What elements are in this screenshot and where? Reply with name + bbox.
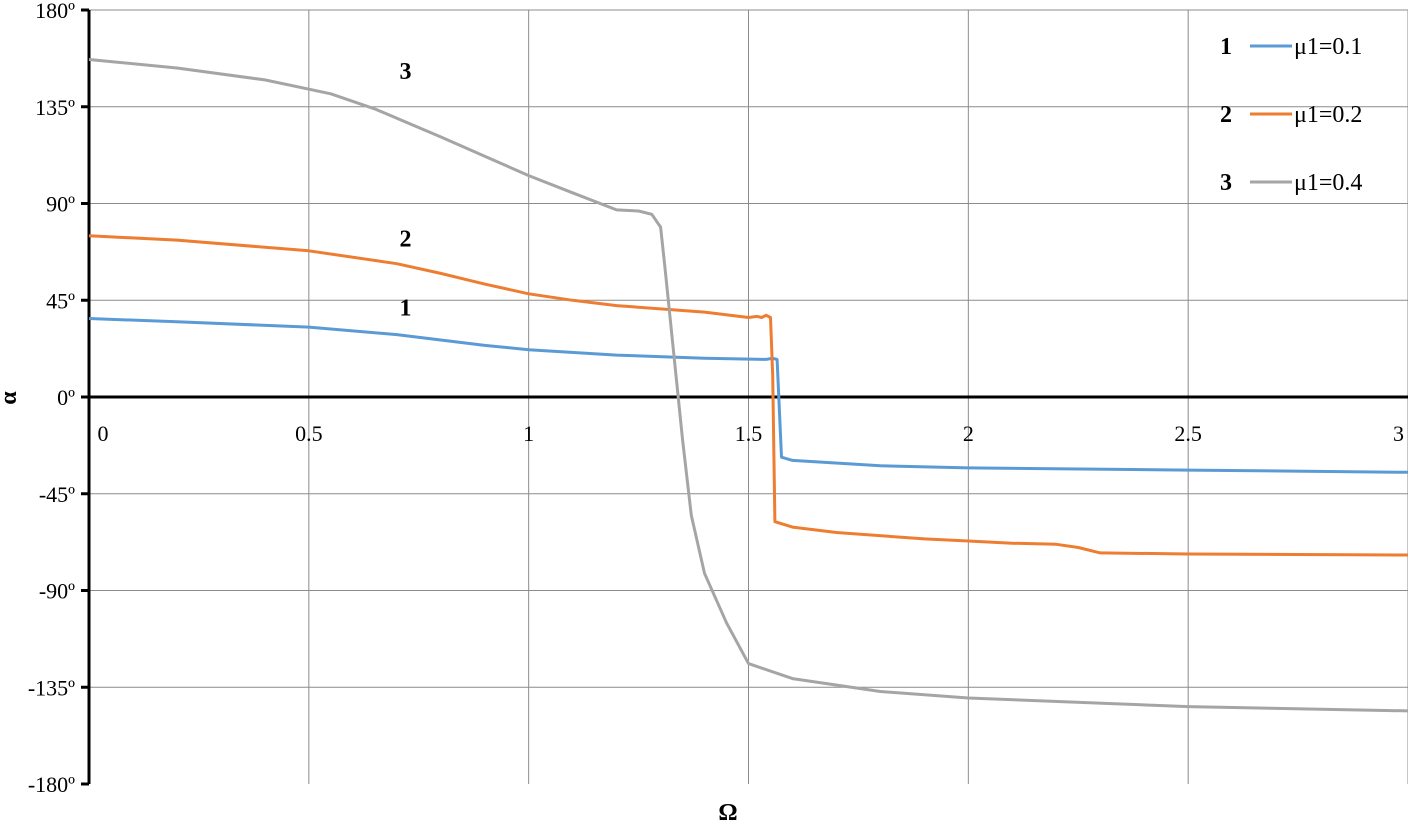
axes (81, 8, 1408, 786)
x-tick-label: 3 (1393, 421, 1404, 446)
legend: 1 μ1=0.1 2 μ1=0.2 3 μ1=0.4 (1220, 34, 1362, 196)
x-tick-label: 1.5 (735, 421, 763, 446)
series-line-2 (88, 234, 1408, 557)
y-tick-label: 90º (46, 192, 75, 217)
y-tick-label: -90º (39, 579, 75, 604)
curve-label-3: 3 (400, 59, 412, 85)
y-tick-label: -180º (28, 772, 75, 797)
legend-entry-3: μ1=0.4 (1294, 170, 1362, 196)
y-tick-label: 45º (46, 288, 75, 313)
series-line-1 (88, 317, 1408, 474)
y-tick-label: 180º (35, 0, 75, 23)
legend-entry-2: μ1=0.2 (1294, 102, 1362, 128)
curve-number-labels: 1 2 3 (400, 59, 412, 321)
curve-label-1: 1 (400, 295, 412, 321)
y-tick-label: 135º (35, 95, 75, 120)
x-tick-label: 0 (98, 421, 109, 446)
legend-number-3: 3 (1220, 170, 1232, 196)
series-lines (88, 58, 1408, 713)
x-tick-label: 2 (963, 421, 974, 446)
legend-number-1: 1 (1220, 34, 1232, 60)
y-tick-label: -45º (39, 482, 75, 507)
y-tick-label: 0º (57, 385, 75, 410)
x-tick-label: 2.5 (1174, 421, 1202, 446)
legend-number-2: 2 (1220, 102, 1232, 128)
x-axis-title: Ω (718, 800, 737, 826)
y-axis-title: α (0, 391, 22, 405)
x-tick-label: 0.5 (295, 421, 323, 446)
legend-entry-1: μ1=0.1 (1294, 34, 1362, 60)
y-tick-label: -135º (28, 675, 75, 700)
curve-label-2: 2 (400, 227, 412, 253)
series-line-3 (88, 58, 1408, 713)
x-tick-label: 1 (523, 421, 534, 446)
